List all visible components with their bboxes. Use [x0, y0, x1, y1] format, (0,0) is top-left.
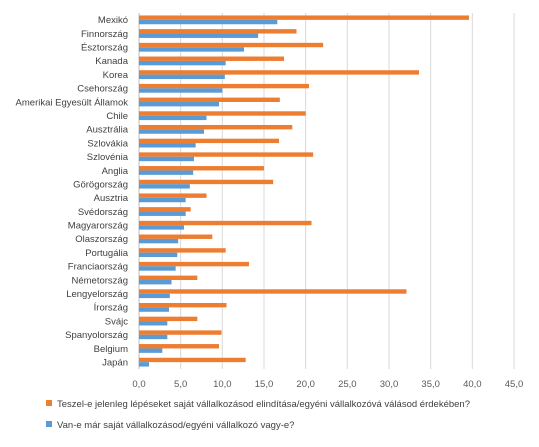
bar-series-2 [139, 102, 219, 107]
category-label: Magyarország [68, 221, 128, 232]
bar-series-2 [139, 74, 225, 80]
category-label: Csehország [77, 84, 128, 95]
bar-series-2 [139, 33, 259, 38]
bar-series-2 [139, 47, 244, 52]
bar-series-2 [139, 88, 223, 93]
category-label: Portugália [85, 248, 128, 259]
category-label: Ausztrália [86, 125, 128, 136]
bar-series-2 [139, 348, 163, 353]
bar-series-1 [139, 220, 312, 226]
x-tick-label: 40,0 [463, 379, 482, 390]
x-tick-label: 25,0 [338, 379, 357, 390]
bar-series-2 [139, 115, 207, 121]
category-label: Szlovákia [87, 138, 128, 149]
x-tick-label: 20,0 [296, 379, 315, 390]
bar-series-2 [139, 334, 168, 340]
bar-series-1 [139, 166, 264, 171]
category-label: Spanyolország [65, 330, 128, 341]
bar-series-2 [139, 211, 186, 216]
bar-series-1 [139, 29, 297, 34]
bar-series-2 [139, 225, 184, 230]
bar-series-2 [139, 143, 196, 148]
category-label: Belgium [94, 344, 128, 355]
bar-series-2 [139, 156, 194, 162]
category-label: Franciaország [68, 262, 128, 273]
bar-series-2 [139, 252, 178, 258]
bar-series-1 [139, 234, 213, 239]
bar-series-1 [139, 179, 274, 185]
bar-series-2 [139, 321, 168, 326]
bar-series-1 [139, 70, 419, 75]
category-label: Amerikai Egyesült Államok [16, 97, 129, 108]
bar-series-1 [139, 83, 309, 89]
bar-series-1 [139, 302, 227, 308]
bar-series-1 [139, 357, 246, 363]
x-tick-label: 0,0 [132, 379, 145, 390]
bar-series-2 [139, 197, 186, 203]
bar-series-2 [139, 266, 176, 271]
bar-series-1 [139, 248, 226, 253]
bar-series-2 [139, 238, 179, 244]
category-label: Kanada [95, 56, 128, 67]
x-tick-label: 35,0 [421, 379, 440, 390]
bar-series-1 [139, 152, 314, 157]
bar-series-1 [139, 316, 198, 322]
bar-series-1 [139, 138, 279, 144]
bar-series-1 [139, 111, 306, 116]
gridlines [138, 13, 515, 369]
bar-series-1 [139, 344, 219, 349]
category-label: Szlovénia [87, 152, 129, 163]
category-labels: Mexikó Finnország Észtország Kanada Korea Cse… [16, 15, 129, 368]
category-label: Németország [72, 275, 129, 286]
bar-series-1 [139, 15, 469, 20]
category-label: Mexikó [98, 15, 128, 26]
legend-swatch-series-1 [46, 400, 52, 406]
category-label: Svédország [78, 207, 128, 218]
x-tick-label: 5,0 [174, 379, 187, 390]
bar-series-1 [139, 275, 198, 280]
x-tick-labels: 0,0 5,0 10,0 15,0 20,0 25,0 30,0 35,0 40,0 45,0 [132, 379, 523, 390]
bar-series-1 [139, 193, 207, 198]
bar-series-1 [139, 97, 280, 102]
category-label: Ausztria [94, 193, 129, 204]
bar-series-1 [139, 124, 293, 130]
category-label: Svájc [105, 316, 128, 327]
bar-series-1 [139, 207, 191, 212]
category-label: Olaszország [75, 234, 128, 245]
bars [139, 15, 469, 367]
bar-series-2 [139, 170, 194, 175]
legend-label-series-1: Teszel-e jelenleg lépéseket saját vállal… [57, 399, 470, 410]
category-label: Írország [94, 303, 128, 314]
category-label: Görögország [73, 179, 128, 190]
bar-series-2 [139, 184, 190, 189]
category-label: Korea [103, 70, 129, 81]
bar-series-2 [139, 19, 278, 25]
category-label: Chile [106, 111, 128, 122]
bar-series-2 [139, 362, 149, 367]
bar-series-2 [139, 60, 226, 66]
legend-label-series-2: Van-e már saját vállalkozásod/egyéni vál… [57, 420, 295, 431]
category-label: Japán [102, 357, 128, 368]
bar-series-1 [139, 330, 222, 335]
bar-series-2 [139, 280, 172, 285]
category-label: Finnország [81, 29, 128, 40]
bar-series-2 [139, 307, 169, 312]
legend-swatch-series-2 [46, 421, 52, 427]
bar-series-1 [139, 56, 284, 61]
x-tick-label: 45,0 [505, 379, 524, 390]
bar-series-1 [139, 42, 324, 48]
category-label: Észtország [81, 43, 128, 54]
x-tick-label: 15,0 [255, 379, 274, 390]
bar-series-2 [139, 293, 170, 299]
x-tick-label: 30,0 [380, 379, 399, 390]
x-tick-label: 10,0 [213, 379, 232, 390]
bar-series-2 [139, 129, 204, 134]
category-label: Anglia [102, 166, 129, 177]
bar-series-1 [139, 261, 249, 267]
bar-series-1 [139, 289, 407, 294]
legend-item-series-1: Teszel-e jelenleg lépéseket saját vállal… [46, 399, 470, 410]
category-label: Lengyelország [66, 289, 128, 300]
legend-item-series-2: Van-e már saját vállalkozásod/egyéni vál… [46, 420, 294, 431]
